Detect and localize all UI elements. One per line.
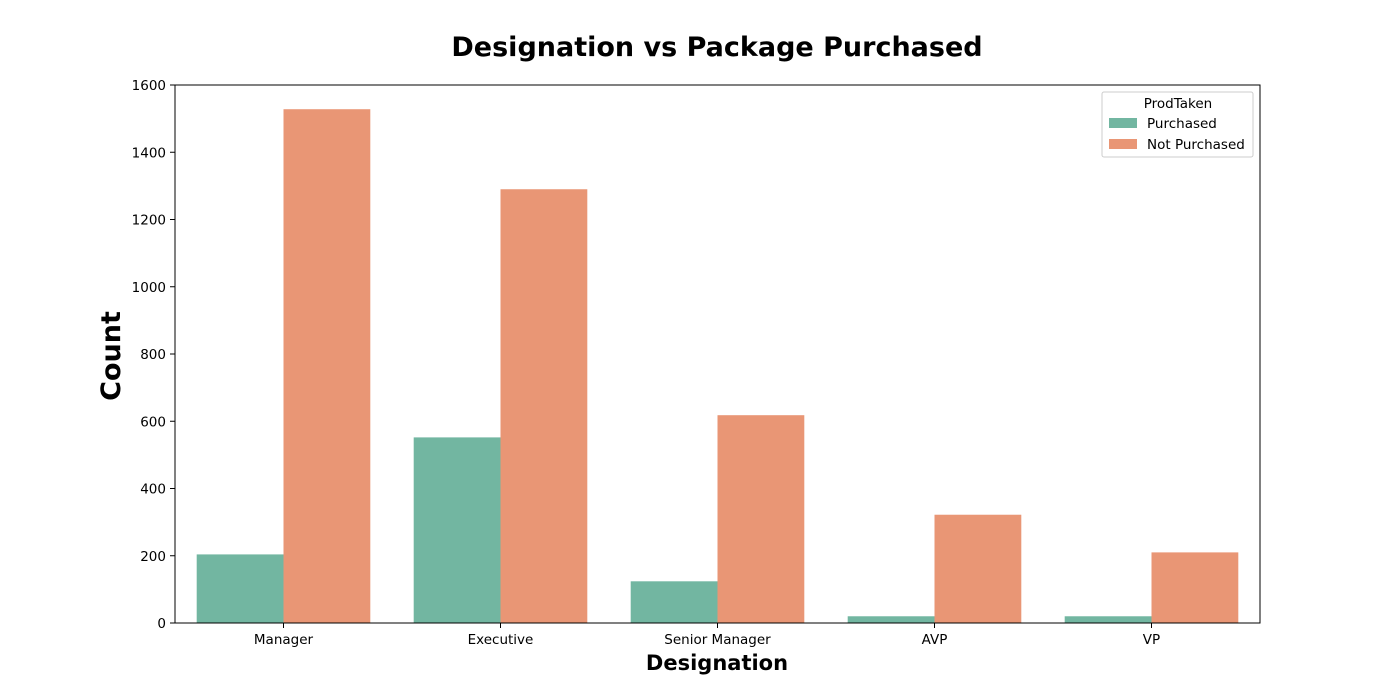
x-tick-label-senior-manager: Senior Manager (664, 632, 771, 648)
legend-swatch-not-purchased (1109, 139, 1137, 149)
bar-purchased-executive (413, 437, 501, 623)
x-axis-label: Designation (646, 651, 788, 675)
legend-label-not-purchased: Not Purchased (1147, 137, 1245, 153)
y-tick-label: 1000 (132, 280, 166, 296)
bars-group (196, 109, 1239, 624)
x-tick-label-avp: AVP (922, 632, 948, 648)
y-axis-ticks: 0 200 400 600 800 1000 1200 1400 1600 (132, 78, 175, 632)
y-axis-label: Count (96, 311, 127, 401)
y-tick-label: 800 (140, 347, 166, 363)
x-tick-label-manager: Manager (254, 632, 314, 648)
bar-not-purchased-manager (283, 109, 371, 623)
x-tick-label-vp: VP (1143, 632, 1160, 648)
legend-title: ProdTaken (1144, 96, 1212, 112)
y-tick-label: 400 (140, 482, 166, 498)
x-axis-ticks: Manager Executive Senior Manager AVP VP (254, 623, 1160, 648)
bar-purchased-vp (1064, 616, 1152, 623)
bar-not-purchased-executive (500, 189, 588, 624)
legend-label-purchased: Purchased (1147, 116, 1217, 132)
y-tick-label: 600 (140, 414, 166, 430)
legend: ProdTaken Purchased Not Purchased (1101, 91, 1254, 158)
y-tick-label: 1400 (132, 145, 166, 161)
bar-purchased-avp (847, 616, 935, 623)
y-tick-label: 0 (157, 616, 166, 632)
bar-purchased-senior-manager (630, 581, 718, 623)
plot-frame (174, 84, 1261, 624)
bar-not-purchased-senior-manager (717, 415, 805, 623)
bar-purchased-manager (196, 554, 284, 623)
chart-title: Designation vs Package Purchased (451, 32, 982, 63)
bar-not-purchased-vp (1151, 552, 1239, 623)
bar-not-purchased-avp (934, 514, 1022, 623)
y-tick-label: 1600 (132, 78, 166, 94)
y-tick-label: 200 (140, 549, 166, 565)
legend-box (1101, 91, 1254, 158)
x-tick-label-executive: Executive (468, 632, 534, 648)
legend-swatch-purchased (1109, 118, 1137, 128)
y-tick-label: 1200 (132, 213, 166, 229)
